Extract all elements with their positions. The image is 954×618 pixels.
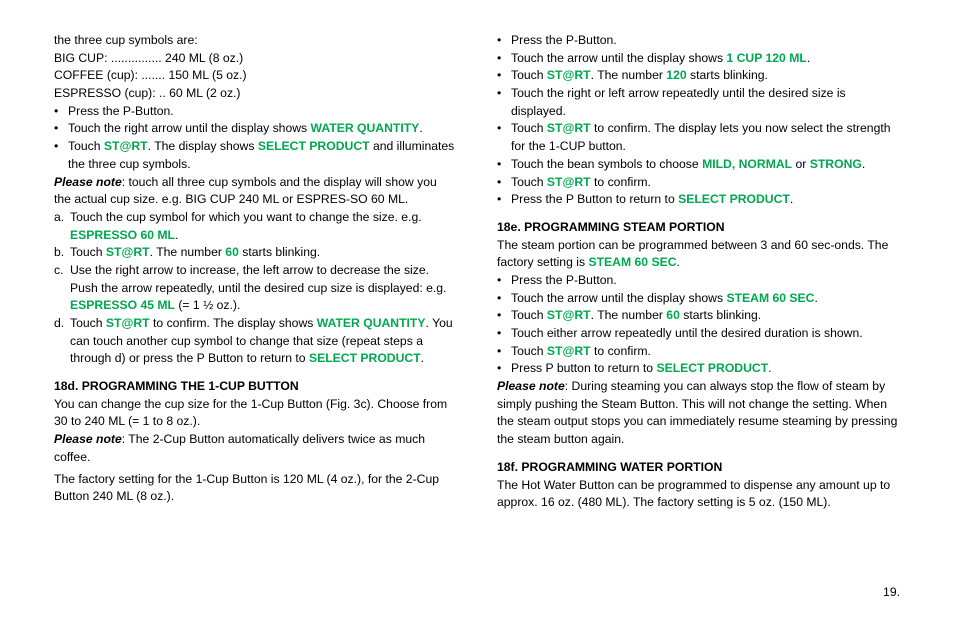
list-item: d.Touch ST@RT to confirm. The display sh… <box>54 315 457 368</box>
list-item-text: Touch ST@RT to confirm. <box>511 343 651 361</box>
paragraph: You can change the cup size for the 1-Cu… <box>54 396 457 431</box>
list-item-text: Touch the bean symbols to choose MILD, N… <box>511 156 865 174</box>
text-line: ESPRESSO (cup): .. 60 ML (2 oz.) <box>54 85 457 103</box>
list-item: •Press the P-Button. <box>54 103 457 121</box>
section-heading: 18d. PROGRAMMING THE 1-CUP BUTTON <box>54 378 457 396</box>
text-line: COFFEE (cup): ....... 150 ML (5 oz.) <box>54 67 457 85</box>
list-item: •Touch the right or left arrow repeatedl… <box>497 85 900 120</box>
list-item-text: Press the P-Button. <box>68 103 174 121</box>
list-item: •Press the P-Button. <box>497 272 900 290</box>
list-item-text: Touch ST@RT to confirm. The display show… <box>70 315 457 368</box>
page-content: the three cup symbols are: BIG CUP: ....… <box>0 0 954 532</box>
list-item: •Touch the bean symbols to choose MILD, … <box>497 156 900 174</box>
left-column: the three cup symbols are: BIG CUP: ....… <box>54 32 457 512</box>
list-item: •Touch the right arrow until the display… <box>54 120 457 138</box>
list-item: a.Touch the cup symbol for which you wan… <box>54 209 457 244</box>
list-item-text: Touch ST@RT to confirm. <box>511 174 651 192</box>
section-heading: 18f. PROGRAMMING WATER PORTION <box>497 459 900 477</box>
list-item: •Touch ST@RT. The number 120 starts blin… <box>497 67 900 85</box>
list-item-text: Touch ST@RT. The number 60 starts blinki… <box>70 244 320 262</box>
list-item-text: Press the P-Button. <box>511 32 617 50</box>
list-item: •Press the P-Button. <box>497 32 900 50</box>
list-item: •Press P button to return to SELECT PROD… <box>497 360 900 378</box>
list-item-text: Press the P Button to return to SELECT P… <box>511 191 793 209</box>
list-item-text: Touch the arrow until the display shows … <box>511 50 810 68</box>
list-item-text: Press P button to return to SELECT PRODU… <box>511 360 772 378</box>
list-item-text: Use the right arrow to increase, the lef… <box>70 262 457 315</box>
page-number: 19. <box>883 584 900 602</box>
text-line: the three cup symbols are: <box>54 32 457 50</box>
list-item: c.Use the right arrow to increase, the l… <box>54 262 457 315</box>
paragraph: The steam portion can be programmed betw… <box>497 237 900 272</box>
list-item-text: Touch ST@RT. The number 120 starts blink… <box>511 67 768 85</box>
list-item: •Touch ST@RT. The display shows SELECT P… <box>54 138 457 173</box>
right-column: •Press the P-Button. •Touch the arrow un… <box>497 32 900 512</box>
note-text: Please note: The 2-Cup Button automatica… <box>54 431 457 466</box>
list-item-text: Touch the arrow until the display shows … <box>511 290 818 308</box>
list-item-text: Touch the right or left arrow repeatedly… <box>511 85 900 120</box>
section-heading: 18e. PROGRAMMING STEAM PORTION <box>497 219 900 237</box>
note-text: Please note: During steaming you can alw… <box>497 378 900 449</box>
list-item: •Press the P Button to return to SELECT … <box>497 191 900 209</box>
text-line: BIG CUP: ............... 240 ML (8 oz.) <box>54 50 457 68</box>
list-item: •Touch ST@RT to confirm. <box>497 343 900 361</box>
list-item: •Touch ST@RT to confirm. <box>497 174 900 192</box>
list-item: •Touch either arrow repeatedly until the… <box>497 325 900 343</box>
list-item-text: Press the P-Button. <box>511 272 617 290</box>
note-text: Please note: touch all three cup symbols… <box>54 174 457 209</box>
list-item: •Touch the arrow until the display shows… <box>497 50 900 68</box>
list-item: •Touch the arrow until the display shows… <box>497 290 900 308</box>
list-item-text: Touch either arrow repeatedly until the … <box>511 325 863 343</box>
list-item: b.Touch ST@RT. The number 60 starts blin… <box>54 244 457 262</box>
paragraph: The Hot Water Button can be programmed t… <box>497 477 900 512</box>
list-item: •Touch ST@RT to confirm. The display let… <box>497 120 900 155</box>
list-item-text: Touch ST@RT. The number 60 starts blinki… <box>511 307 761 325</box>
list-item-text: Touch the right arrow until the display … <box>68 120 423 138</box>
paragraph: The factory setting for the 1-Cup Button… <box>54 471 457 506</box>
list-item: •Touch ST@RT. The number 60 starts blink… <box>497 307 900 325</box>
list-item-text: Touch the cup symbol for which you want … <box>70 209 457 244</box>
list-item-text: Touch ST@RT to confirm. The display lets… <box>511 120 900 155</box>
list-item-text: Touch ST@RT. The display shows SELECT PR… <box>68 138 457 173</box>
